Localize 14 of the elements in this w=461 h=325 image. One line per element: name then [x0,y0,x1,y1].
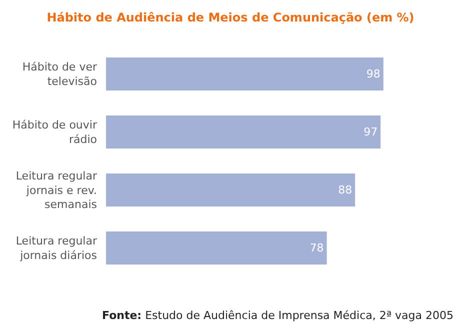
data-label: 78 [310,242,324,254]
bar [106,115,381,149]
y-tick-label: Leitura regular jornais diários [16,234,98,262]
y-tick-label: Hábito de ver televisão [22,60,98,88]
y-tick-label: Hábito de ouvir rádio [12,118,98,146]
data-label: 97 [364,126,378,138]
bar [106,173,356,207]
source-note: Fonte: Estudo de Audiência de Imprensa Médica, 2ª vaga 2005 [102,309,454,322]
bar [106,57,384,91]
data-label: 88 [338,184,352,196]
data-label: 98 [366,68,380,80]
y-tick-label: Leitura regular jornais e rev. semanais [16,170,98,212]
chart-title: Hábito de Audiência de Meios de Comunicação (em %) [46,10,414,24]
bar [106,231,327,265]
